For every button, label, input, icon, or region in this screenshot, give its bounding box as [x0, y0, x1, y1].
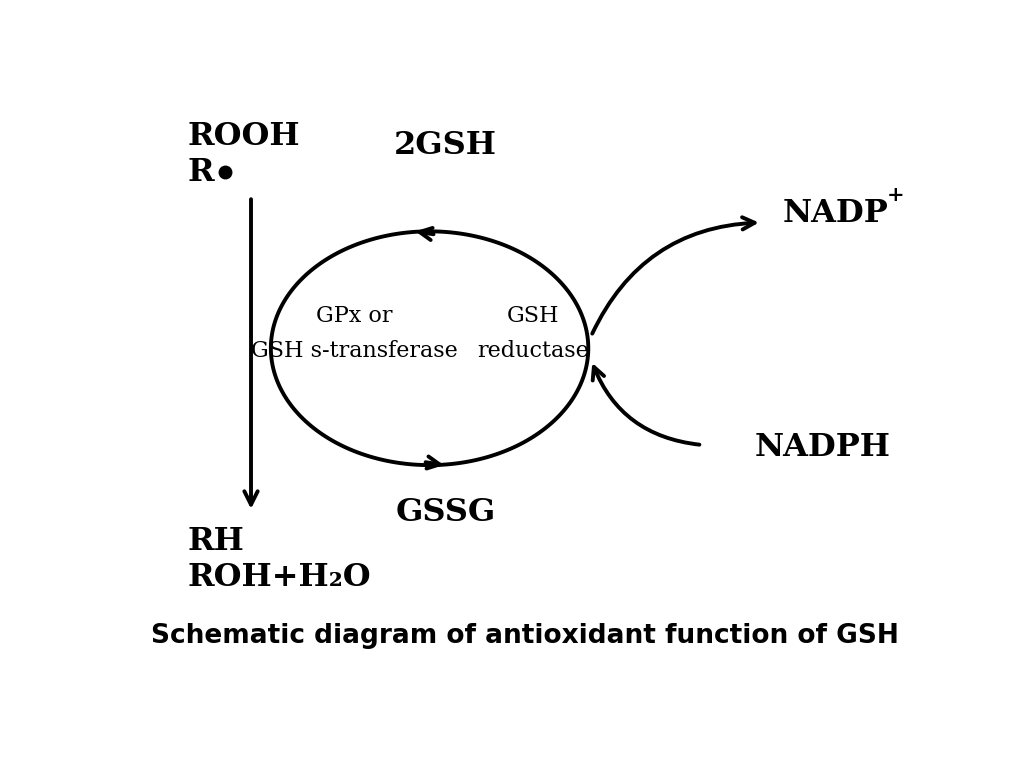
Text: GPx or: GPx or: [316, 305, 392, 327]
Text: ROOH: ROOH: [187, 121, 300, 153]
Text: +: +: [887, 185, 904, 205]
Text: R: R: [187, 156, 214, 187]
FancyArrowPatch shape: [592, 217, 755, 334]
Text: reductase: reductase: [477, 340, 589, 362]
Text: GSH: GSH: [507, 305, 559, 327]
Text: ROH+H₂O: ROH+H₂O: [187, 562, 371, 593]
Text: GSSG: GSSG: [395, 497, 496, 528]
Text: GSH s-transferase: GSH s-transferase: [251, 340, 458, 362]
Text: 2GSH: 2GSH: [394, 131, 497, 161]
Text: NADPH: NADPH: [755, 432, 891, 463]
Text: Schematic diagram of antioxidant function of GSH: Schematic diagram of antioxidant functio…: [151, 623, 899, 649]
Text: RH: RH: [187, 527, 245, 557]
FancyArrowPatch shape: [593, 367, 699, 445]
Text: NADP: NADP: [782, 198, 889, 229]
